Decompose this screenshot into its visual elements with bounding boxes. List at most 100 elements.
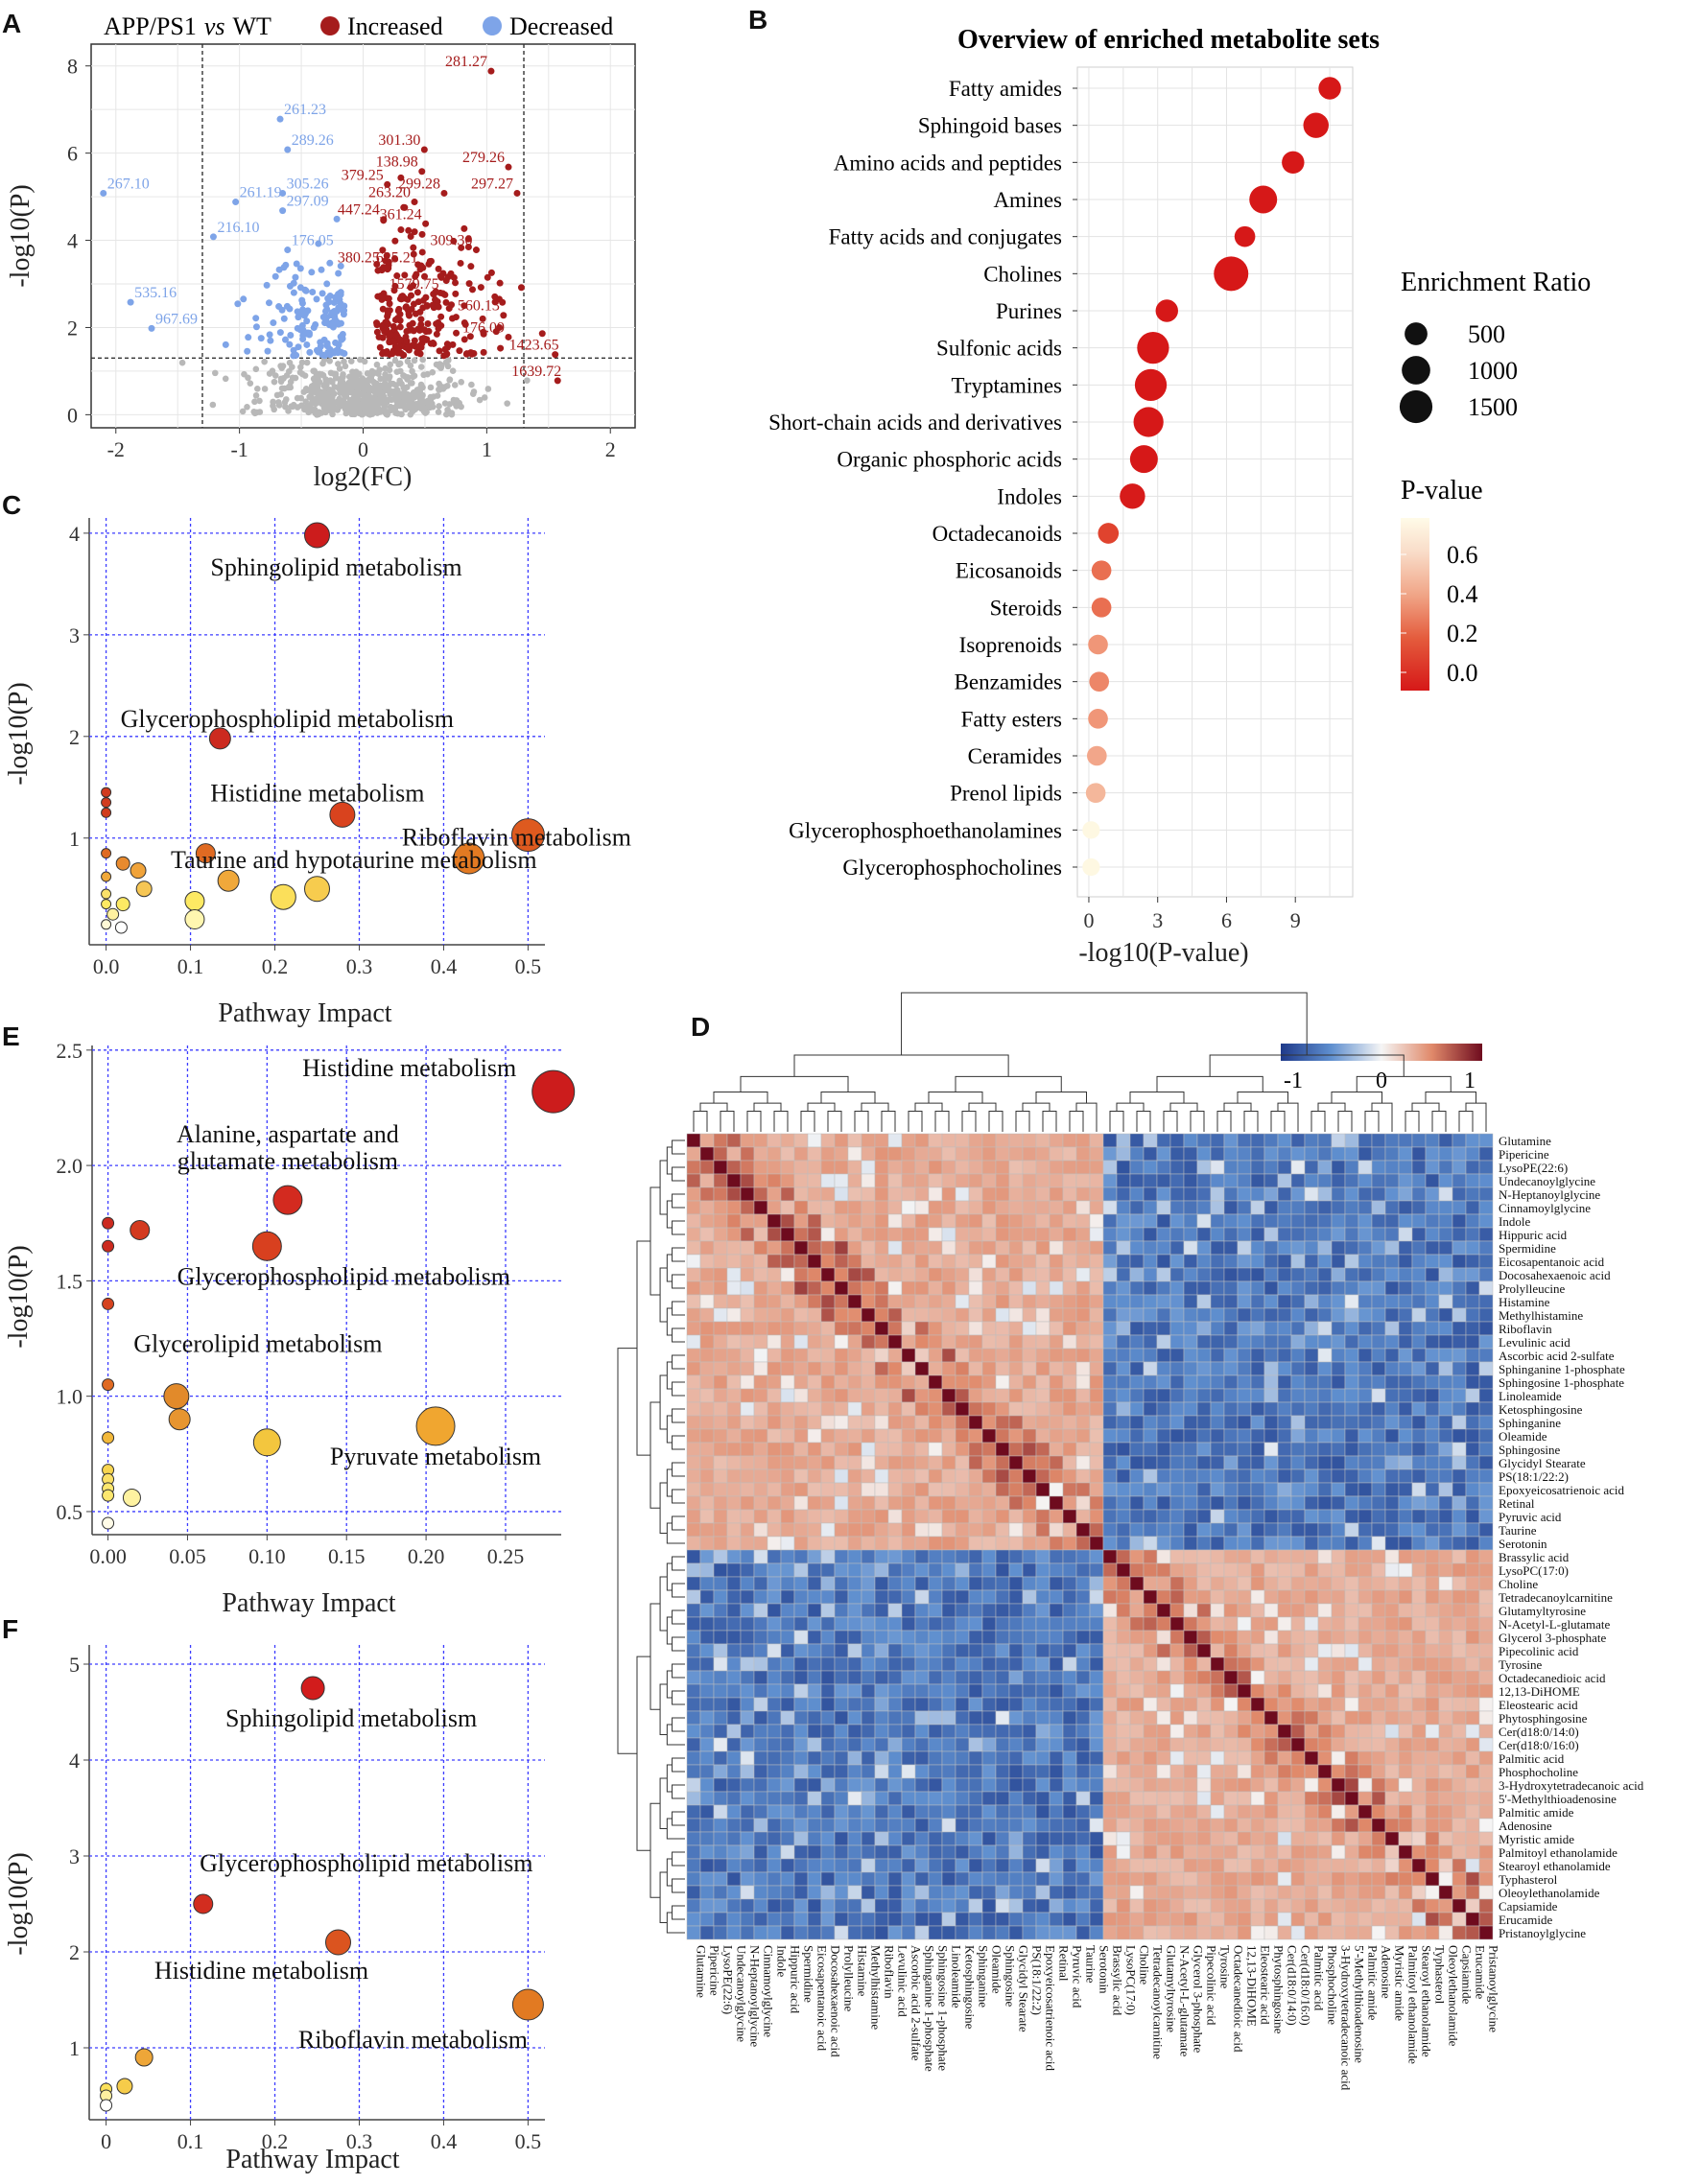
heatmap-cell: [1063, 1590, 1076, 1604]
heatmap-cell: [1090, 1134, 1103, 1147]
volcano-point-decreased: [312, 321, 319, 328]
heatmap-cell: [875, 1335, 888, 1349]
heatmap-cell: [1426, 1778, 1439, 1792]
heatmap-cell: [1117, 1845, 1130, 1859]
heatmap-cell: [714, 1778, 727, 1792]
heatmap-cell: [956, 1134, 969, 1147]
heatmap-cell: [1144, 1349, 1157, 1362]
heatmap-cell: [1466, 1845, 1479, 1859]
heatmap-cell: [902, 1214, 915, 1228]
heatmap-cell: [794, 1335, 808, 1349]
dendrogram-link: [801, 1112, 815, 1132]
heatmap-cell: [821, 1805, 835, 1819]
dendrogram-link: [673, 1812, 685, 1825]
heatmap-cell: [1197, 1671, 1211, 1684]
heatmap-cell: [929, 1792, 942, 1805]
heatmap-cell: [875, 1805, 888, 1819]
heatmap-cell: [1009, 1671, 1023, 1684]
heatmap-cell: [1036, 1443, 1050, 1456]
heatmap-cell: [1412, 1416, 1426, 1429]
heatmap-cell: [767, 1335, 781, 1349]
heatmap-cell: [754, 1349, 767, 1362]
heatmap-cell: [1184, 1443, 1197, 1456]
heatmap-cell: [1103, 1228, 1117, 1241]
pathway-f-ytick-label: 3: [69, 1844, 80, 1868]
heatmap-cell: [1264, 1550, 1278, 1563]
heatmap-cell: [982, 1241, 996, 1255]
heatmap-cell: [1063, 1456, 1076, 1469]
heatmap-cell: [1050, 1577, 1063, 1590]
heatmap-cell: [1251, 1644, 1264, 1657]
heatmap-cell: [727, 1389, 741, 1402]
heatmap-cell: [1103, 1577, 1117, 1590]
heatmap-cell: [982, 1201, 996, 1214]
heatmap-cell: [1063, 1805, 1076, 1819]
heatmap-cell: [1264, 1308, 1278, 1322]
heatmap-cell: [1009, 1617, 1023, 1631]
heatmap-cell: [794, 1792, 808, 1805]
heatmap-cell: [767, 1228, 781, 1241]
heatmap-cell: [862, 1161, 875, 1174]
heatmap-cell: [1036, 1134, 1050, 1147]
pathway-e-xtick-label: 0.05: [169, 1544, 206, 1568]
heatmap-cell: [1345, 1792, 1358, 1805]
heatmap-cell: [767, 1187, 781, 1201]
heatmap-cell: [875, 1456, 888, 1469]
heatmap-cell: [781, 1590, 794, 1604]
heatmap-cell: [794, 1510, 808, 1523]
enrichment-category-label: Sulfonic acids: [936, 337, 1062, 361]
heatmap-cell: [1211, 1322, 1224, 1335]
heatmap-cell: [1157, 1174, 1170, 1187]
heatmap-cell: [1332, 1698, 1345, 1711]
heatmap-cell: [1385, 1214, 1399, 1228]
heatmap-cell: [888, 1805, 902, 1819]
heatmap-cell: [1291, 1698, 1305, 1711]
heatmap-cell: [1238, 1174, 1251, 1187]
heatmap-cell: [1063, 1228, 1076, 1241]
volcano-point-increased: [481, 349, 487, 356]
heatmap-cell: [1358, 1872, 1372, 1886]
heatmap-cell: [1063, 1402, 1076, 1416]
heatmap-cell: [1170, 1657, 1184, 1671]
volcano-point-decreased: [232, 199, 239, 205]
volcano-point-increased: [404, 345, 411, 352]
enrichment-dot: [1249, 186, 1277, 214]
heatmap-cell: [1452, 1644, 1466, 1657]
heatmap-cell: [1211, 1308, 1224, 1322]
heatmap-cell: [1318, 1241, 1332, 1255]
heatmap-cell: [1439, 1792, 1452, 1805]
heatmap-cell: [1318, 1496, 1332, 1510]
pathway-e-point: [252, 1232, 281, 1260]
heatmap-cell: [1170, 1563, 1184, 1577]
heatmap-cell: [714, 1590, 727, 1604]
heatmap-cell: [902, 1577, 915, 1590]
heatmap-cell: [794, 1604, 808, 1617]
heatmap-cell: [902, 1590, 915, 1604]
heatmap-cell: [1238, 1443, 1251, 1456]
heatmap-cell: [687, 1523, 700, 1537]
heatmap-cell: [714, 1738, 727, 1751]
heatmap-cell: [1076, 1147, 1090, 1161]
heatmap-cell: [1305, 1604, 1318, 1617]
heatmap-cell: [1170, 1631, 1184, 1644]
dendrogram-link: [962, 1112, 976, 1132]
heatmap-cell: [754, 1483, 767, 1496]
heatmap-cell: [1318, 1698, 1332, 1711]
heatmap-cell: [956, 1295, 969, 1308]
volcano-point-increased: [417, 316, 424, 322]
heatmap-cell: [848, 1778, 862, 1792]
heatmap-cell: [1345, 1469, 1358, 1483]
heatmap-cell: [1452, 1335, 1466, 1349]
heatmap-cell: [1103, 1778, 1117, 1792]
heatmap-cell: [1063, 1725, 1076, 1738]
heatmap-cell: [1358, 1805, 1372, 1819]
heatmap-cell: [1184, 1684, 1197, 1698]
volcano-point-ns: [458, 379, 464, 386]
heatmap-cell: [1144, 1281, 1157, 1295]
heatmap-cell: [888, 1375, 902, 1389]
heatmap-cell: [1144, 1631, 1157, 1644]
heatmap-cell: [794, 1631, 808, 1644]
heatmap-cell: [1009, 1228, 1023, 1241]
heatmap-cell: [1157, 1671, 1170, 1684]
heatmap-cell: [1332, 1711, 1345, 1725]
